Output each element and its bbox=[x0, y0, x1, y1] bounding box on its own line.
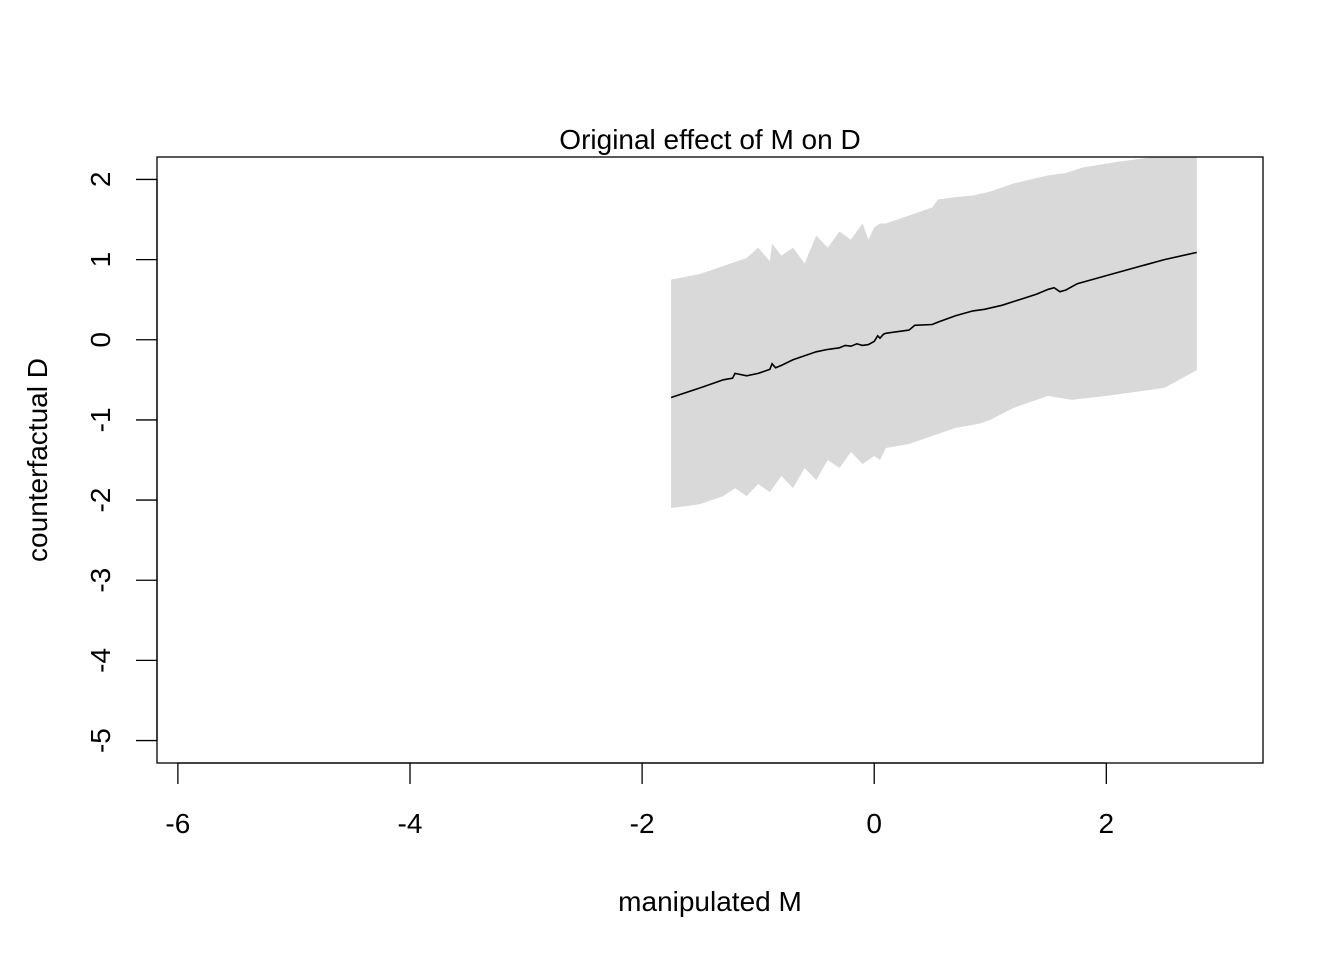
y-axis-label: counterfactual D bbox=[22, 358, 53, 562]
y-tick-label: -1 bbox=[85, 407, 116, 432]
y-tick-label: -5 bbox=[85, 728, 116, 753]
confidence-band bbox=[671, 157, 1197, 509]
y-axis: -5 -4 -3 -2 -1 0 1 2 bbox=[85, 172, 158, 753]
x-tick-label: 0 bbox=[866, 808, 882, 839]
y-tick-label: 0 bbox=[85, 332, 116, 348]
y-tick-label: 1 bbox=[85, 252, 116, 268]
chart-title: Original effect of M on D bbox=[559, 124, 860, 155]
y-tick-label: -4 bbox=[85, 648, 116, 673]
x-axis: -6 -4 -2 0 2 bbox=[165, 762, 1115, 839]
y-tick-label: -2 bbox=[85, 488, 116, 513]
x-axis-label: manipulated M bbox=[618, 886, 802, 917]
plot-area bbox=[670, 157, 1197, 509]
x-tick-label: -4 bbox=[398, 808, 423, 839]
x-tick-label: -2 bbox=[630, 808, 655, 839]
x-tick-label: -6 bbox=[165, 808, 190, 839]
y-tick-label: -3 bbox=[85, 568, 116, 593]
y-tick-label: 2 bbox=[85, 172, 116, 188]
x-tick-label: 2 bbox=[1099, 808, 1115, 839]
series-line-0 bbox=[670, 251, 1197, 399]
